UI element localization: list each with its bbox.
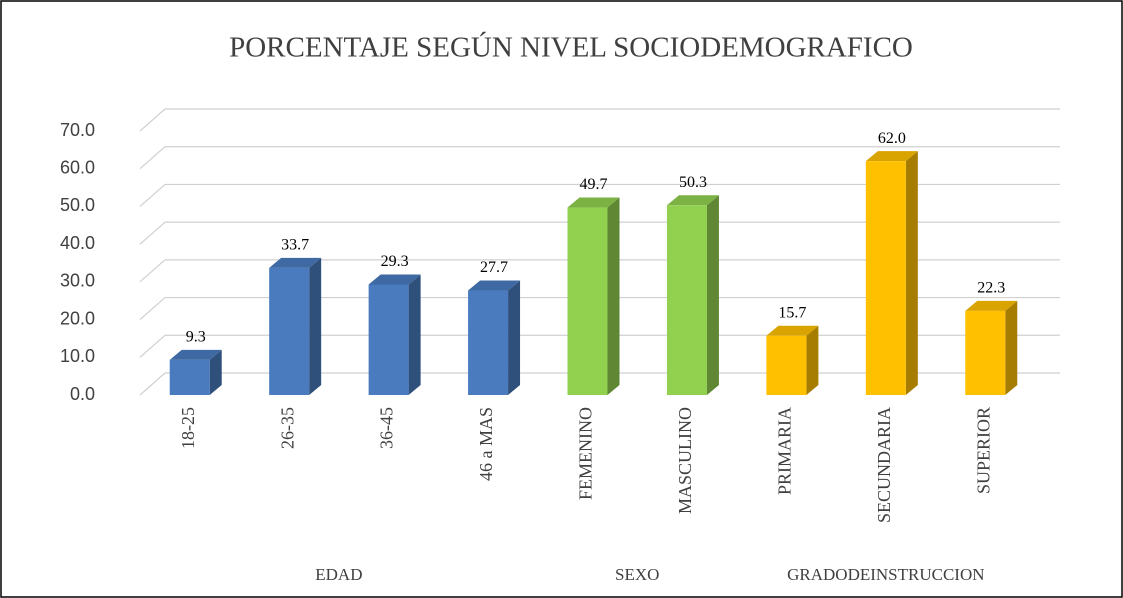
- bar: [468, 290, 509, 395]
- bar-side: [508, 280, 521, 395]
- data-label: 50.3: [679, 174, 707, 191]
- grid-line-side: [139, 183, 166, 207]
- bar-side: [309, 257, 322, 395]
- bar-top: [169, 349, 222, 360]
- y-tick-label: 20.0: [60, 308, 95, 328]
- bar: [666, 205, 707, 395]
- bar: [269, 267, 310, 395]
- y-tick-label: 60.0: [60, 157, 95, 177]
- bar-top: [567, 197, 620, 208]
- x-tick-label: PRIMARIA: [775, 407, 795, 495]
- bar-side: [1005, 300, 1018, 395]
- data-label: 29.3: [381, 253, 409, 270]
- x-tick-label: 26-35: [277, 407, 297, 449]
- x-tick-label: FEMENINO: [576, 407, 596, 500]
- y-tick-label: 50.0: [60, 195, 95, 215]
- bar: [865, 161, 906, 395]
- y-tick-label: 10.0: [60, 346, 95, 366]
- grid-line-side: [139, 372, 166, 396]
- bar: [567, 207, 608, 395]
- grid-line-side: [139, 259, 166, 283]
- x-tick-label: MASCULINO: [675, 407, 695, 514]
- bar-side: [706, 195, 719, 395]
- y-tick-label: 40.0: [60, 233, 95, 253]
- bar: [368, 284, 409, 395]
- bar-top: [865, 151, 918, 162]
- bar-side: [806, 325, 819, 395]
- x-tick-label: 46 a MAS: [476, 407, 496, 481]
- bar-top: [666, 195, 719, 206]
- grid-line-side: [139, 146, 166, 170]
- x-tick-label: SUPERIOR: [973, 407, 993, 494]
- bar-top: [965, 300, 1018, 311]
- grid-line-side: [139, 221, 166, 245]
- x-tick-label: SECUNDARIA: [874, 407, 894, 523]
- group-label: GRADODEINSTRUCCION: [787, 565, 984, 584]
- x-tick-label: 36-45: [377, 407, 397, 449]
- data-label: 49.7: [580, 176, 608, 193]
- data-label: 27.7: [480, 259, 508, 276]
- data-label: 33.7: [281, 237, 309, 254]
- grid-line-side: [139, 297, 166, 321]
- bar: [169, 359, 210, 395]
- group-label: SEXO: [615, 565, 659, 584]
- bar-side: [607, 197, 620, 395]
- bar-top: [269, 257, 322, 268]
- data-label: 62.0: [878, 130, 906, 147]
- y-tick-label: 0.0: [70, 384, 95, 404]
- bar: [766, 335, 807, 395]
- data-label: 9.3: [186, 329, 206, 346]
- bar: [965, 310, 1006, 395]
- data-label: 22.3: [977, 280, 1005, 297]
- bar-side: [209, 349, 222, 395]
- bar-side: [905, 151, 918, 395]
- group-label: EDAD: [315, 565, 362, 584]
- grid-line-side: [139, 108, 166, 132]
- bar-top: [468, 280, 521, 291]
- y-tick-label: 70.0: [60, 120, 95, 140]
- data-label: 15.7: [778, 304, 806, 321]
- chart-title: PORCENTAJE SEGÚN NIVEL SOCIODEMOGRAFICO: [229, 31, 913, 64]
- grid-line-side: [139, 334, 166, 358]
- bar-top: [766, 325, 819, 336]
- bar-side: [408, 274, 421, 395]
- y-tick-label: 30.0: [60, 271, 95, 291]
- bar-top: [368, 274, 421, 285]
- x-tick-label: 18-25: [178, 407, 198, 449]
